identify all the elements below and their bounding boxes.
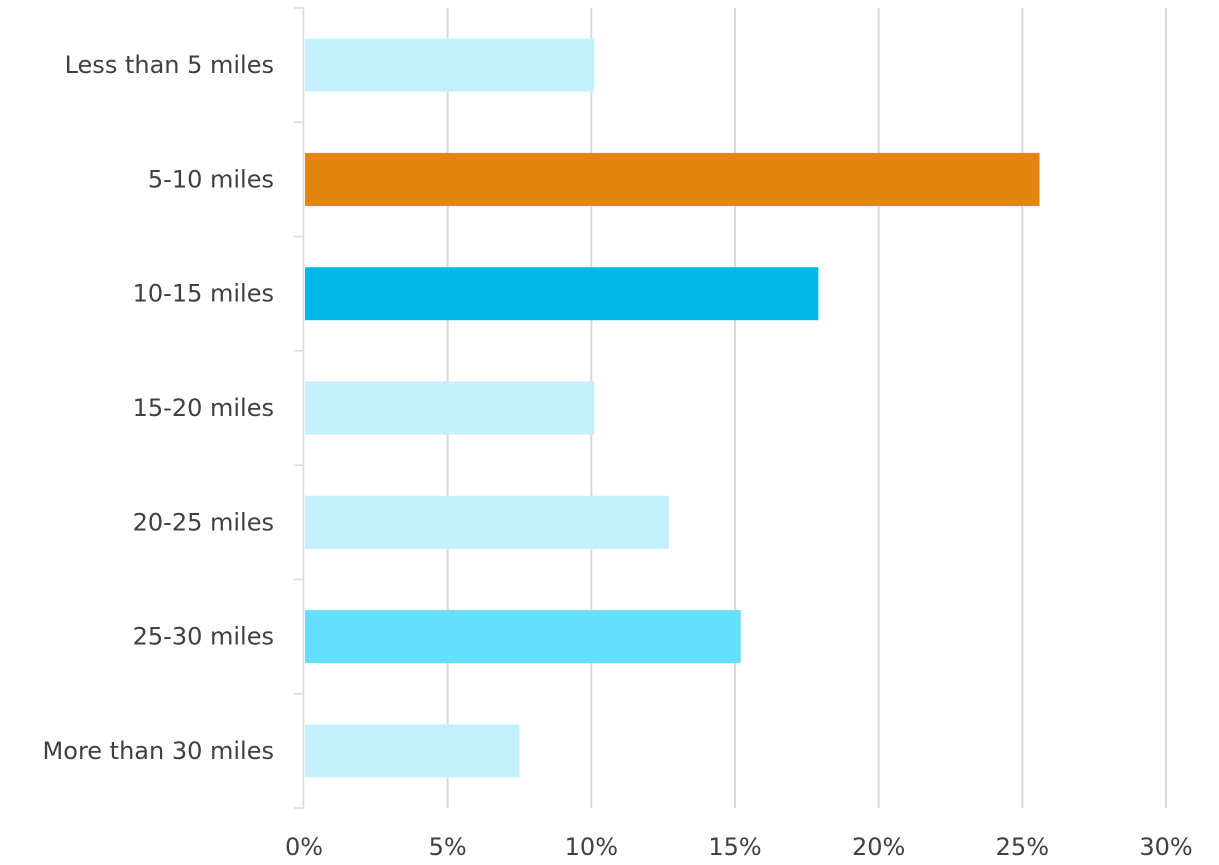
x-tick-label: 5% <box>429 833 467 861</box>
category-label: 10-15 miles <box>133 280 274 308</box>
x-tick-label: 30% <box>1139 833 1192 861</box>
x-tick-label: 10% <box>565 833 618 861</box>
bar <box>305 610 741 664</box>
category-label: Less than 5 miles <box>65 51 274 79</box>
bar <box>305 267 819 321</box>
category-label: More than 30 miles <box>43 737 274 765</box>
category-axis <box>294 7 305 809</box>
x-tick-label: 0% <box>285 833 323 861</box>
bars <box>305 38 1040 778</box>
x-tick-labels: 0% 5% 10% 15% 20% 25% 30% <box>285 833 1193 861</box>
bar <box>305 495 669 549</box>
gridlines <box>446 8 1167 808</box>
bar <box>305 152 1040 206</box>
category-labels: Less than 5 miles 5-10 miles 10-15 miles 15… <box>43 51 274 765</box>
category-label: 15-20 miles <box>133 394 274 422</box>
x-tick-label: 25% <box>996 833 1049 861</box>
category-label: 25-30 miles <box>133 623 274 651</box>
bar <box>305 724 520 778</box>
x-tick-label: 20% <box>852 833 905 861</box>
category-label: 20-25 miles <box>133 508 274 536</box>
bar <box>305 381 595 435</box>
bar <box>305 38 595 92</box>
category-label: 5-10 miles <box>148 165 274 193</box>
x-tick-label: 15% <box>708 833 761 861</box>
